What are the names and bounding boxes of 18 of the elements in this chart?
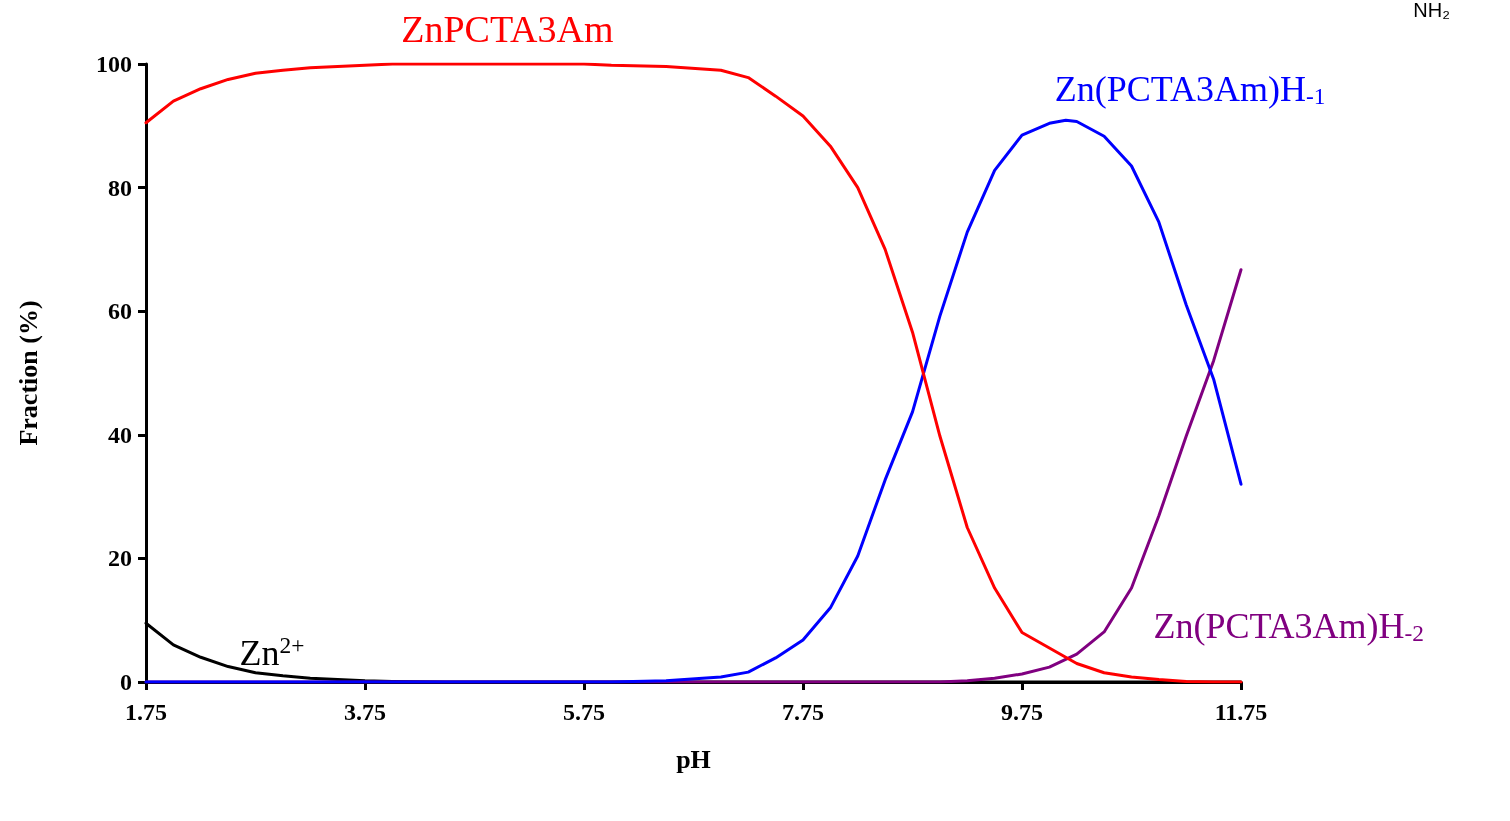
y-tick-label: 80 xyxy=(108,174,132,201)
y-axis-title: Fraction (%) xyxy=(13,300,43,446)
y-tick-label: 100 xyxy=(96,51,132,77)
text: NH₂ xyxy=(1413,0,1451,21)
series-label: ZnPCTA3Am xyxy=(401,8,614,50)
series-label: Zn(PCTA3Am)H-2 xyxy=(1153,606,1424,647)
x-tick-label: 11.75 xyxy=(1214,699,1268,725)
x-tick-label: 1.75 xyxy=(125,699,167,725)
series-label: Zn(PCTA3Am)H-1 xyxy=(1054,69,1326,110)
x-tick-label: 7.75 xyxy=(782,699,824,725)
y-tick-label: 20 xyxy=(108,545,132,572)
x-tick-label: 3.75 xyxy=(344,699,386,725)
x-tick-label: 9.75 xyxy=(1001,699,1043,725)
x-tick-label: 5.75 xyxy=(563,699,605,725)
x-axis-title: pH xyxy=(676,744,711,774)
y-tick-label: 40 xyxy=(108,421,132,448)
y-tick-label: 0 xyxy=(120,669,132,695)
y-tick-label: 60 xyxy=(108,298,132,325)
